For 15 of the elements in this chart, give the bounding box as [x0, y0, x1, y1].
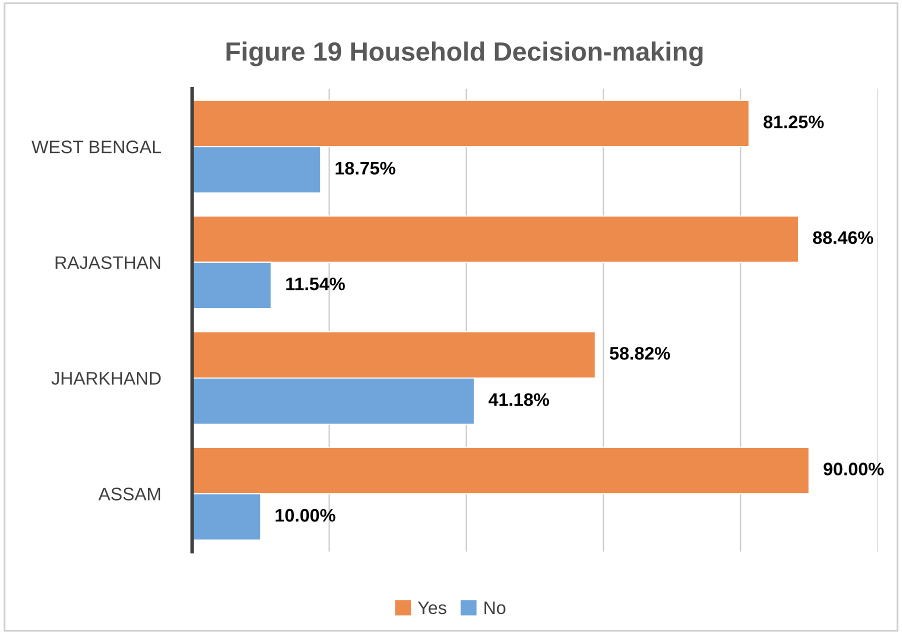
legend-label: Yes	[418, 602, 446, 614]
data-label: 18.75%	[336, 162, 396, 175]
data-label: 41.18%	[488, 393, 550, 406]
legend-label: No	[484, 602, 506, 614]
y-tick-label: JHARKHAND	[51, 372, 161, 385]
y-tick-label: RAJASTHAN	[56, 256, 160, 270]
data-label: 88.46%	[813, 231, 874, 244]
data-label: 58.82%	[610, 346, 670, 360]
data-label: 11.54%	[286, 278, 345, 290]
data-label: 90.00%	[824, 462, 884, 476]
data-label: 81.25%	[764, 116, 824, 128]
chart-title: Figure 19 Household Decision-making	[226, 42, 703, 66]
data-label: 10.00%	[276, 508, 336, 522]
y-tick-label: WEST BENGAL	[32, 140, 161, 154]
y-tick-label: ASSAM	[98, 488, 160, 500]
